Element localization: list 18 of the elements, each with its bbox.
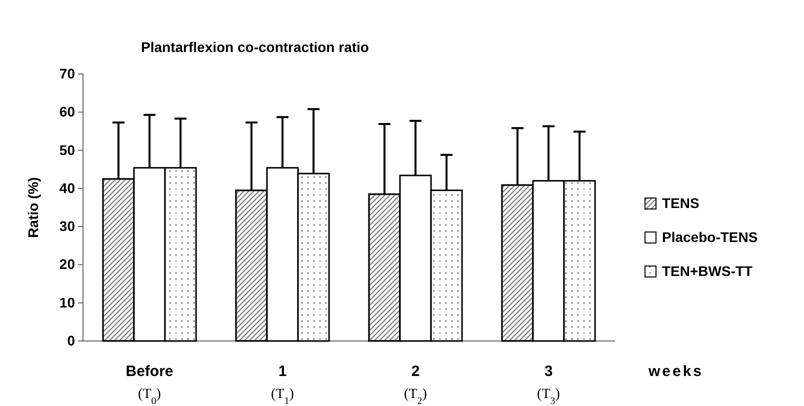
legend-label: TEN+BWS-TT [662,263,754,279]
y-tick-label: 50 [59,142,76,158]
chart-title: Plantarflexion co-contraction ratio [141,39,369,55]
legend-label: TENS [662,195,700,211]
y-tick-label: 30 [59,218,76,234]
y-tick-label: 70 [59,65,76,82]
x-tick-label: 3 (T$_{3}$) [537,363,560,406]
x-tick-label: 1 (T$_{1}$) [271,363,294,406]
y-tick-label: 10 [59,294,76,310]
x-tick-label: 2 (T$_{2}$) [404,363,428,406]
y-tick-label: 40 [59,180,76,196]
y-axis-title: Ratio (%) [25,177,41,238]
x-axis-title: weeks [647,363,704,380]
y-tick-label: 0 [67,332,76,348]
y-tick-label: 20 [59,256,76,272]
y-tick-label: 60 [59,104,76,120]
legend-label: Placebo-TENS [662,229,758,245]
x-tick-label: Before (T$_{0}$) [126,363,174,406]
